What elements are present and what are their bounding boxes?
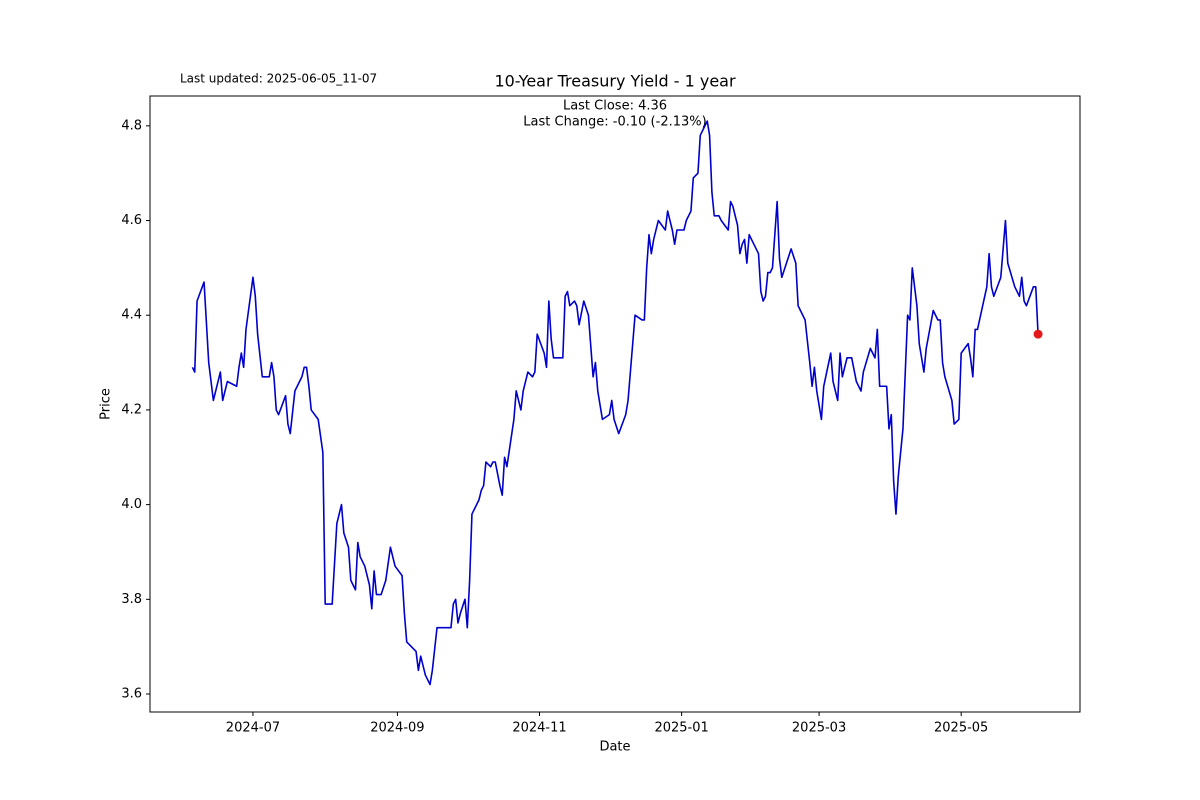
last-close: Last Close: 4.36: [563, 99, 667, 114]
y-axis-label: Price: [99, 388, 114, 420]
y-tick-label: 4.0: [121, 497, 142, 512]
y-tick-label: 4.6: [121, 213, 142, 228]
last-point: [1033, 329, 1043, 339]
price-line: [191, 120, 1039, 686]
x-tick-label: 2025-03: [792, 721, 846, 736]
x-tick-label: 2024-07: [226, 721, 280, 736]
y-tick-label: 4.8: [121, 118, 142, 133]
x-tick-label: 2024-09: [370, 721, 424, 736]
x-tick-label: 2025-01: [654, 721, 708, 736]
chart-title: 10-Year Treasury Yield - 1 year: [494, 72, 736, 91]
y-tick-label: 4.2: [121, 402, 142, 417]
y-tick-label: 3.8: [121, 592, 142, 607]
y-tick-label: 4.4: [121, 308, 142, 323]
last-change: Last Change: -0.10 (-2.13%): [523, 115, 706, 130]
x-tick-label: 2025-05: [934, 721, 988, 736]
plot-frame: [149, 95, 1081, 713]
x-axis-label: Date: [599, 740, 630, 755]
last-updated: Last updated: 2025-06-05_11-07: [180, 72, 377, 86]
x-tick-label: 2024-11: [512, 721, 566, 736]
y-tick-label: 3.6: [121, 687, 142, 702]
